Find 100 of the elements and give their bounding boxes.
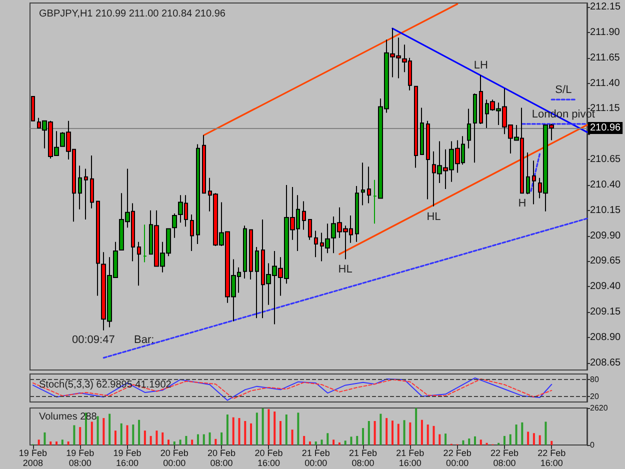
bar	[138, 420, 140, 445]
candlestick	[367, 166, 371, 204]
y-tick-label: 209.90	[590, 230, 622, 242]
bar	[503, 436, 506, 445]
y-tick-label: 212.15	[590, 2, 622, 13]
candlestick	[361, 162, 365, 206]
candlestick	[479, 74, 483, 124]
bar	[208, 432, 211, 445]
y-tick-label: 210.40	[590, 179, 622, 190]
x-tick-label: 20 Feb 08:00	[208, 448, 236, 468]
bar	[368, 420, 370, 445]
bar	[38, 440, 40, 445]
bar	[480, 440, 482, 445]
bar	[338, 442, 340, 445]
bar	[374, 420, 376, 445]
x-tick-label: 21 Feb 00:00	[302, 448, 330, 468]
bar	[226, 414, 228, 445]
x-tick-label: 21 Feb 16:00	[396, 448, 424, 468]
bar	[386, 418, 388, 445]
candlestick	[31, 96, 35, 122]
y-tick-label: 208.90	[590, 332, 622, 343]
bar	[191, 440, 194, 445]
annotation: S/L	[555, 84, 572, 96]
candlestick	[302, 200, 306, 230]
candlestick	[172, 212, 177, 238]
bar	[468, 438, 470, 445]
candlestick	[420, 107, 424, 155]
x-tick-label: 22 Feb 00:00	[443, 448, 472, 468]
bar	[250, 423, 252, 445]
y-tick-label: 209.40	[590, 281, 622, 292]
bar	[67, 441, 70, 445]
candlestick	[249, 229, 253, 280]
bar	[415, 408, 418, 445]
bar	[61, 440, 64, 445]
bar	[44, 432, 46, 445]
bar	[185, 436, 188, 445]
bar	[362, 428, 364, 445]
bar	[314, 441, 317, 445]
y-tick-label: 20	[590, 392, 600, 401]
candlestick	[96, 200, 100, 296]
candlestick	[308, 219, 312, 240]
bar	[50, 441, 52, 445]
bar	[156, 430, 158, 445]
candlestick	[255, 246, 259, 319]
candlestick	[78, 165, 82, 210]
y-tick-label: 80	[590, 375, 600, 384]
bar	[332, 440, 335, 445]
bar	[73, 425, 76, 445]
candlestick	[190, 214, 194, 252]
bar	[79, 427, 82, 445]
bar	[150, 436, 152, 445]
bar	[285, 414, 288, 445]
bar	[521, 422, 524, 445]
bar	[432, 426, 435, 445]
x-tick-label: 22 Feb 16:00	[538, 448, 566, 468]
bar	[409, 422, 412, 445]
candlestick	[532, 160, 536, 205]
bar	[162, 432, 164, 445]
bar	[168, 440, 170, 445]
candlestick	[414, 86, 418, 168]
annotation: HL	[338, 264, 352, 276]
bar	[96, 416, 99, 445]
candlestick	[137, 241, 141, 286]
candlestick	[426, 120, 430, 200]
bar	[350, 436, 352, 445]
y-tick-label: 2620	[590, 404, 608, 412]
y-tick-label: 209.65	[590, 256, 622, 267]
bar	[532, 433, 535, 445]
bar	[391, 420, 394, 445]
bar	[474, 436, 476, 445]
bar	[220, 432, 223, 445]
candlestick	[143, 224, 147, 263]
bar	[56, 441, 58, 445]
x-tick-label: 20 Feb 16:00	[254, 448, 283, 468]
x-tick-label: 21 Feb 08:00	[349, 448, 378, 468]
ref-line-label: 210.96	[590, 122, 622, 134]
x-tick-label: 22 Feb 08:00	[490, 448, 518, 468]
bar	[426, 424, 429, 445]
bar	[515, 424, 518, 445]
annotation: Bar:	[134, 334, 154, 346]
bar	[420, 420, 423, 445]
y-tick-label: 210.15	[590, 204, 622, 216]
candlestick	[202, 134, 206, 194]
bar	[527, 432, 530, 445]
bar	[102, 418, 105, 445]
bar	[179, 440, 182, 445]
y-tick-label: 211.65	[590, 52, 620, 64]
bar	[126, 425, 128, 445]
bar	[90, 422, 93, 445]
bar	[308, 441, 311, 445]
bar	[202, 434, 205, 445]
bar	[214, 438, 217, 445]
candlestick	[355, 185, 359, 242]
bar	[114, 430, 116, 445]
y-tick-label: 208.65	[590, 357, 622, 368]
bar	[108, 414, 111, 445]
candlestick	[84, 168, 88, 220]
bar	[344, 440, 346, 445]
bar	[509, 434, 512, 445]
bar	[326, 433, 329, 445]
